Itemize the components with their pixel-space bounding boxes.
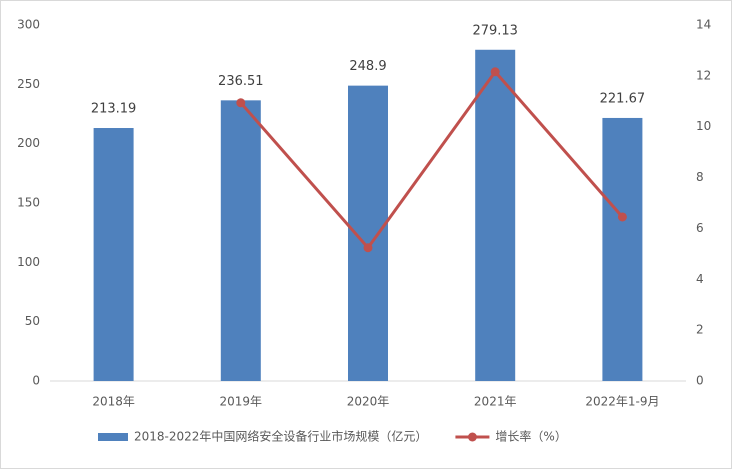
y2-tick-label: 8 <box>696 170 704 184</box>
x-tick-label: 2018年 <box>92 395 135 409</box>
line-point <box>617 212 627 222</box>
line <box>239 69 624 251</box>
bar <box>475 49 516 381</box>
legend-swatch <box>467 432 477 442</box>
value-label: 248.9 <box>349 59 386 74</box>
x-tick-label: 2022年1-9月 <box>585 395 659 409</box>
y2-tick-label: 2 <box>696 323 704 337</box>
line-point <box>490 67 500 77</box>
y-tick-label: 0 <box>32 374 40 388</box>
legend-label: 增长率（%） <box>495 429 566 444</box>
line-point <box>236 98 246 108</box>
y2-tick-label: 10 <box>696 119 711 133</box>
x-tick-label: 2020年 <box>347 395 390 409</box>
x-tick-label: 2019年 <box>220 395 263 409</box>
x-tick-label: 2021年 <box>474 395 517 409</box>
bar <box>220 100 261 382</box>
value-label: 221.67 <box>600 91 646 106</box>
y-tick-label: 150 <box>17 196 40 210</box>
value-label: 213.19 <box>91 102 137 117</box>
y-tick-label: 100 <box>17 255 40 269</box>
line-point <box>363 243 373 253</box>
y-tick-label: 200 <box>17 136 40 150</box>
value-label: 236.51 <box>218 74 264 89</box>
y2-tick-label: 6 <box>696 221 704 235</box>
y2-tick-label: 12 <box>696 68 711 82</box>
y2-tick-label: 14 <box>696 18 711 32</box>
bar <box>602 117 643 381</box>
y2-tick-label: 0 <box>696 374 704 388</box>
legend-swatch <box>98 433 128 441</box>
y-tick-label: 300 <box>17 18 40 32</box>
y-tick-label: 50 <box>25 314 40 328</box>
bar <box>93 128 134 381</box>
y2-tick-label: 4 <box>696 272 704 286</box>
legend-label: 2018-2022年中国网络安全设备行业市场规模（亿元） <box>134 429 427 444</box>
y-tick-label: 250 <box>17 77 40 91</box>
value-label: 279.13 <box>472 23 518 38</box>
